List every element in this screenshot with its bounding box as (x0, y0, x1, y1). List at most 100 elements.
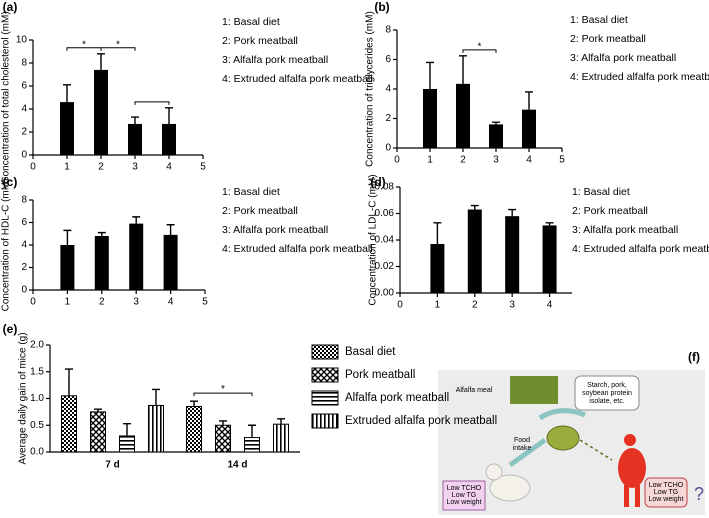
y-tick-label: 1.5 (30, 366, 44, 377)
ingredients-label: isolate, etc. (589, 398, 624, 405)
legend-label: Pork meatball (345, 369, 415, 381)
x-tick-label: 1 (64, 162, 70, 173)
bar (148, 404, 164, 453)
legend-swatch (311, 367, 339, 383)
bar (423, 89, 437, 148)
bar (60, 245, 75, 290)
bar (90, 411, 106, 453)
x-tick-label: 4 (168, 297, 174, 308)
legend-label: Extruded alfalfa pork meatball (345, 415, 497, 427)
error-bar (165, 107, 173, 124)
legend-label: 1: Basal diet (222, 186, 280, 198)
error-bar (152, 388, 160, 406)
y-tick-label: 8 (21, 195, 27, 206)
schematic-panel: (f) Alfalfa meal Starch, pork, soybean p… (438, 350, 705, 515)
chart-panel: (b)Concentration of triglycerides (mM) 0 2… (365, 0, 709, 167)
x-tick-label: 0 (30, 162, 36, 173)
x-tick-label: 3 (509, 300, 515, 311)
legend-label: 4: Extruded alfalfa pork meatball (222, 73, 373, 85)
bar (489, 124, 503, 148)
legend-label: 2: Pork meatball (570, 33, 646, 45)
bar (522, 109, 536, 148)
x-tick-label: 3 (133, 297, 139, 308)
x-tick-label: 1 (427, 155, 433, 166)
y-axis-label: Concentration of LDL-C (mM) (368, 174, 379, 305)
food-intake-label: intake (513, 445, 532, 452)
error-bar (525, 91, 533, 110)
legend-label: 3: Alfalfa pork meatball (222, 54, 328, 66)
panel-label: (d) (370, 175, 385, 189)
person-body (618, 448, 646, 488)
legend-label: Basal diet (345, 346, 396, 358)
outcome-label: Low TCHO (649, 482, 684, 489)
food-intake-label: Food (514, 437, 530, 444)
bar (61, 395, 77, 453)
error-bar (97, 231, 106, 236)
y-tick-label: 0.08 (375, 182, 395, 193)
y-tick-label: 4 (385, 84, 391, 95)
outcome-label: Low weight (446, 499, 481, 506)
error-bar (65, 368, 73, 396)
significance-bracket (100, 47, 136, 51)
x-tick-label: 2 (99, 297, 105, 308)
bar (273, 423, 289, 453)
x-tick-label: 4 (547, 300, 553, 311)
error-bar (123, 422, 131, 436)
chart-panel: (d)Concentration of LDL-C (mM)0.00 0.02 0.… (368, 174, 709, 310)
y-tick-label: 2.0 (30, 340, 44, 351)
y-tick-label: 10 (16, 35, 28, 46)
significance-bracket (134, 101, 170, 105)
meatball (546, 425, 580, 451)
significance-bracket (193, 392, 253, 397)
error-bar (277, 418, 285, 425)
y-tick-label: 4 (21, 240, 27, 251)
legend-swatch (311, 390, 339, 406)
bar (505, 216, 520, 293)
bar (60, 102, 74, 155)
person-leg (624, 485, 629, 507)
arrow (538, 408, 586, 421)
error-bar (470, 204, 479, 210)
significance-label: * (116, 39, 120, 50)
x-tick-label: 3 (493, 155, 499, 166)
error-bar (63, 84, 71, 103)
x-tick-label: 14 d (227, 460, 247, 471)
arrow (579, 439, 613, 461)
bar (186, 406, 202, 453)
bar (542, 225, 557, 293)
y-tick-label: 2 (385, 113, 391, 124)
legend-label: 1: Basal diet (570, 14, 628, 26)
y-tick-label: 4 (21, 104, 27, 115)
error-bar (190, 400, 198, 407)
bar (456, 83, 470, 148)
y-axis-label: Concentration of total cholesterol (mM) (1, 11, 12, 183)
panel-label: (b) (374, 0, 389, 14)
legend-label: 2: Pork meatball (222, 35, 298, 47)
significance-bracket (462, 49, 497, 53)
legend-label: 1: Basal diet (572, 186, 630, 198)
bar (215, 424, 231, 453)
alfalfa-meal-image (510, 376, 558, 404)
legend-label: 3: Alfalfa pork meatball (570, 52, 676, 64)
y-tick-label: 0.0 (30, 447, 44, 458)
person-head (624, 434, 636, 446)
bar (467, 209, 482, 293)
legend-label: Alfalfa pork meatball (345, 392, 449, 404)
error-bar (426, 61, 434, 89)
x-tick-label: 0 (397, 300, 403, 311)
arrow (508, 437, 547, 468)
y-tick-label: 0.5 (30, 420, 44, 431)
legend-label: 4: Extruded alfalfa pork meatball (222, 243, 373, 255)
outcome-label: Low TCHO (447, 485, 482, 492)
x-tick-label: 5 (202, 297, 208, 308)
legend-label: 4: Extruded alfalfa pork meatball (570, 71, 709, 83)
x-tick-label: 2 (98, 162, 104, 173)
y-tick-label: 2 (21, 262, 27, 273)
error-bar (132, 216, 141, 224)
person-leg (635, 485, 640, 507)
ingredients-label: soybean protein (582, 390, 632, 397)
error-bar (219, 420, 227, 426)
x-tick-label: 2 (460, 155, 466, 166)
